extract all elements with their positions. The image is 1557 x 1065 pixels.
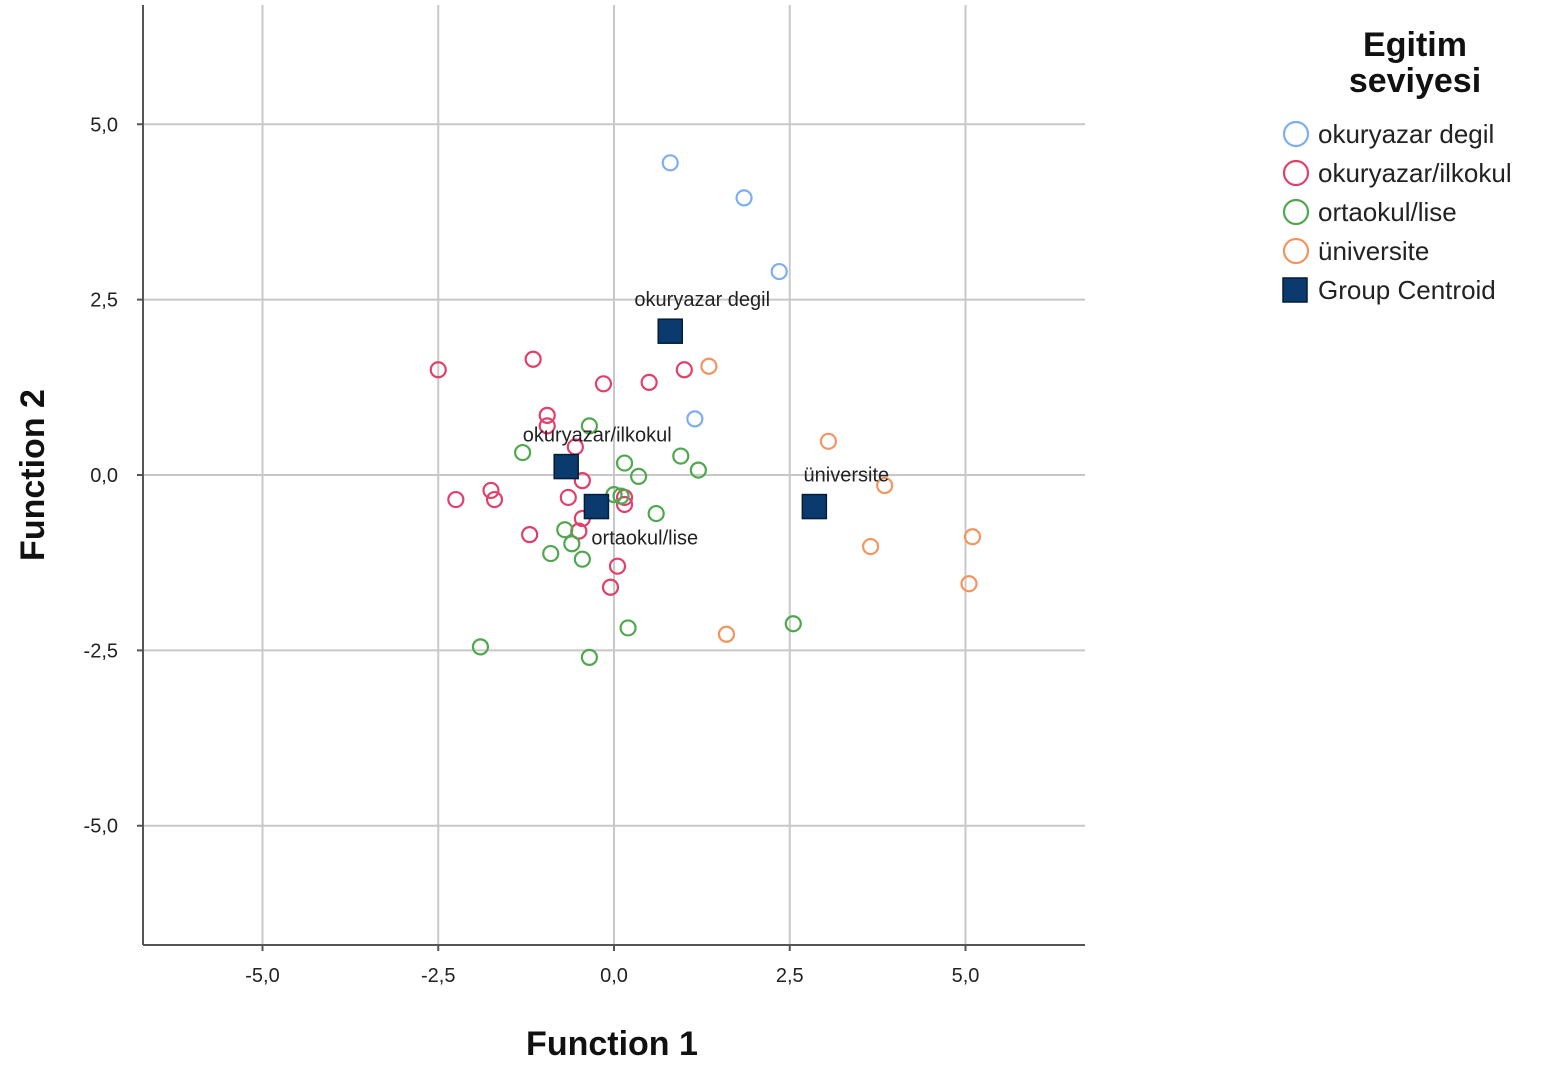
series-2-point-11 (542, 544, 560, 563)
series-2-point-12 (573, 550, 591, 568)
series-0-point-1 (735, 189, 753, 207)
series-3-point-5 (960, 575, 978, 593)
y-tick-label-4: -5,0 (84, 816, 118, 838)
centroid-label-3: üniversite (804, 465, 890, 487)
series-1-point-14 (615, 495, 634, 514)
group-centroid-2 (583, 493, 610, 520)
series-1-point-1 (524, 350, 542, 368)
series-1-point-17 (521, 526, 539, 544)
y-tick-label-2: 0,0 (90, 465, 118, 487)
series-1-point-8 (485, 490, 504, 509)
series-0-point-0 (661, 154, 679, 172)
grid-lines (143, 5, 1085, 945)
legend-title-line-2: seviyesi (1349, 62, 1481, 100)
legend-label-2: ortaokul/lise (1318, 197, 1457, 227)
group-centroid-0 (657, 318, 683, 344)
x-tick-label-4: 5,0 (952, 965, 980, 987)
series-1-point-11 (573, 472, 591, 490)
series-1-point-6 (538, 417, 556, 435)
data-points (429, 154, 982, 666)
series-2-point-9 (556, 521, 574, 539)
series-3-point-2 (876, 476, 894, 495)
series-1-point-18 (608, 557, 627, 575)
series-1-point-3 (640, 373, 658, 392)
centroid-label-1: okuryazar/ilkokul (523, 425, 672, 447)
series-1-point-19 (601, 578, 620, 596)
series-1-point-9 (447, 490, 465, 509)
series-2-point-2 (615, 454, 634, 472)
series-1-point-2 (594, 375, 613, 393)
centroid-label-0: okuryazar degil (634, 289, 770, 311)
series-2-point-13 (471, 638, 490, 656)
series-2-point-0 (580, 417, 598, 435)
series-2-point-15 (619, 619, 637, 637)
series-3-point-3 (861, 537, 880, 556)
series-1-point-5 (538, 406, 556, 424)
centroid-label-2: ortaokul/lise (591, 528, 698, 550)
legend-swatch-0 (1282, 120, 1310, 148)
series-2-point-3 (630, 467, 648, 486)
series-3-point-1 (819, 432, 838, 450)
legend-swatch-2 (1282, 198, 1310, 226)
group-centroid-1 (553, 453, 579, 480)
legend-label-1: okuryazar/ilkokul (1318, 158, 1512, 188)
group-centroid-3 (801, 493, 828, 520)
tick-labels: -5,0 -2,5 0,0 2,5 5,0 5,0 2,5 0,0 -2,5 -5,0 (84, 114, 980, 987)
y-tick-label-3: -2,5 (84, 640, 118, 662)
series-2-point-8 (647, 504, 665, 523)
series-2-point-14 (580, 648, 598, 666)
x-tick-label-1: -2,5 (421, 965, 455, 987)
x-axis-title: Function 1 (526, 1025, 698, 1063)
series-2-point-5 (689, 461, 707, 479)
y-tick-label-0: 5,0 (90, 114, 118, 136)
legend-label-3: üniversite (1318, 236, 1429, 266)
x-tick-label-2: 0,0 (600, 965, 628, 987)
series-3-point-4 (963, 528, 982, 546)
series-1-point-4 (675, 361, 693, 379)
x-tick-label-0: -5,0 (245, 965, 279, 987)
series-2-point-10 (563, 535, 581, 553)
series-1-point-10 (559, 488, 577, 507)
group-centroids: okuryazar degil okuryazar/ilkokul ortaokul… (523, 289, 889, 549)
y-axis-title: Function 2 (14, 389, 52, 561)
series-3-point-6 (717, 625, 736, 643)
axes (137, 5, 1085, 951)
legend-swatch-1 (1282, 159, 1310, 187)
series-2-point-7 (612, 487, 630, 505)
x-tick-label-3: 2,5 (776, 965, 804, 987)
legend: Egitim seviyesi okuryazar degil okuryazar… (1282, 26, 1512, 305)
series-1-point-7 (482, 481, 500, 500)
legend-swatch-3 (1282, 237, 1310, 265)
series-3-point-0 (700, 357, 718, 375)
legend-label-4: Group Centroid (1318, 275, 1496, 305)
legend-title-line-1: Egitim (1363, 26, 1467, 64)
legend-swatch-4 (1282, 277, 1308, 303)
series-2-point-4 (672, 447, 690, 465)
series-2-point-1 (514, 443, 532, 462)
legend-label-0: okuryazar degil (1318, 119, 1494, 149)
series-0-point-3 (686, 410, 704, 428)
y-tick-label-1: 2,5 (90, 290, 118, 312)
series-1-point-0 (429, 361, 447, 379)
series-2-point-16 (784, 615, 802, 633)
series-0-point-2 (770, 262, 788, 281)
